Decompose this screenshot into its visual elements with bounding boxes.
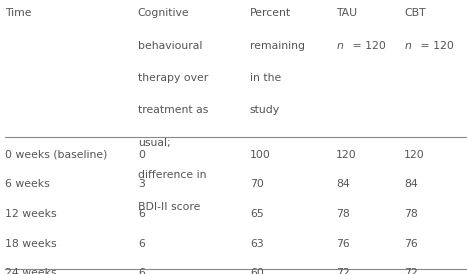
- Text: 63: 63: [250, 239, 263, 249]
- Text: in the: in the: [250, 73, 281, 83]
- Text: 3: 3: [138, 179, 145, 189]
- Text: 18 weeks: 18 weeks: [5, 239, 57, 249]
- Text: 6: 6: [138, 268, 145, 274]
- Text: 0: 0: [138, 150, 145, 160]
- Text: 72: 72: [404, 268, 417, 274]
- Text: 78: 78: [404, 209, 417, 219]
- Text: BDI-II score: BDI-II score: [138, 202, 200, 212]
- Text: 24 weeks: 24 weeks: [5, 268, 57, 274]
- Text: 76: 76: [336, 239, 350, 249]
- Text: Time: Time: [5, 8, 31, 18]
- Text: 76: 76: [404, 239, 417, 249]
- Text: CBT: CBT: [404, 8, 425, 18]
- Text: $n$: $n$: [336, 41, 344, 50]
- Text: 84: 84: [336, 179, 350, 189]
- Text: 65: 65: [250, 209, 263, 219]
- Text: remaining: remaining: [250, 41, 305, 50]
- Text: behavioural: behavioural: [138, 41, 202, 50]
- Text: 78: 78: [336, 209, 350, 219]
- Text: = 120: = 120: [417, 41, 454, 50]
- Text: $n$: $n$: [404, 41, 412, 50]
- Text: 72: 72: [336, 268, 350, 274]
- Text: 120: 120: [336, 150, 357, 160]
- Text: 100: 100: [250, 150, 271, 160]
- Text: difference in: difference in: [138, 170, 206, 180]
- Text: TAU: TAU: [336, 8, 357, 18]
- Text: 6 weeks: 6 weeks: [5, 179, 50, 189]
- Text: 84: 84: [404, 179, 417, 189]
- Text: 0 weeks (baseline): 0 weeks (baseline): [5, 150, 107, 160]
- Text: treatment as: treatment as: [138, 105, 208, 115]
- Text: 6: 6: [138, 239, 145, 249]
- Text: usual;: usual;: [138, 138, 170, 147]
- Text: = 120: = 120: [349, 41, 386, 50]
- Text: Cognitive: Cognitive: [138, 8, 190, 18]
- Text: Percent: Percent: [250, 8, 291, 18]
- Text: 12 weeks: 12 weeks: [5, 209, 57, 219]
- Text: 70: 70: [250, 179, 264, 189]
- Text: 60: 60: [250, 268, 264, 274]
- Text: study: study: [250, 105, 280, 115]
- Text: therapy over: therapy over: [138, 73, 208, 83]
- Text: 6: 6: [138, 209, 145, 219]
- Text: 120: 120: [404, 150, 425, 160]
